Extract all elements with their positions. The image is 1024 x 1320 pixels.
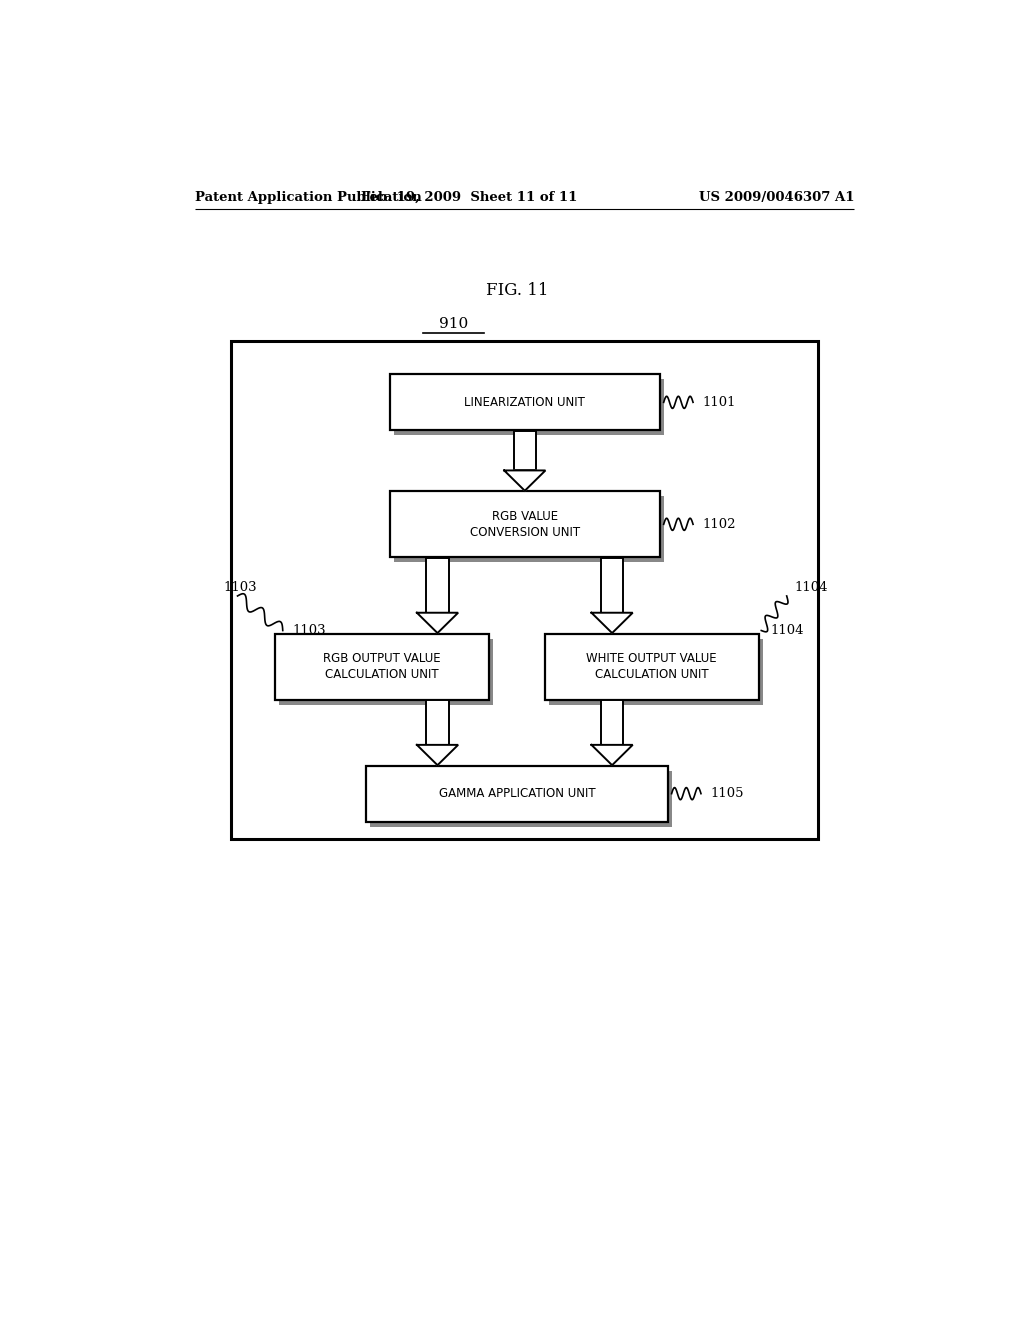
Polygon shape xyxy=(417,744,458,766)
Text: 1104: 1104 xyxy=(771,624,804,638)
Bar xyxy=(601,700,624,744)
Text: 1105: 1105 xyxy=(711,787,744,800)
Bar xyxy=(514,430,536,470)
Text: US 2009/0046307 A1: US 2009/0046307 A1 xyxy=(698,190,854,203)
Bar xyxy=(394,379,664,436)
Text: 1103: 1103 xyxy=(292,624,326,638)
Bar xyxy=(426,558,449,612)
Polygon shape xyxy=(592,744,633,766)
Bar xyxy=(370,771,672,826)
Text: GAMMA APPLICATION UNIT: GAMMA APPLICATION UNIT xyxy=(438,787,595,800)
Text: Patent Application Publication: Patent Application Publication xyxy=(196,190,422,203)
Polygon shape xyxy=(592,612,633,634)
Text: FIG. 11: FIG. 11 xyxy=(485,282,548,300)
Bar xyxy=(394,496,664,562)
Bar xyxy=(390,491,659,557)
Text: 1102: 1102 xyxy=(702,517,736,531)
Bar xyxy=(390,375,659,430)
Bar xyxy=(426,700,449,744)
Text: 1104: 1104 xyxy=(795,581,828,594)
Bar xyxy=(279,639,494,705)
Bar xyxy=(367,766,668,821)
Bar xyxy=(545,634,759,700)
Text: LINEARIZATION UNIT: LINEARIZATION UNIT xyxy=(464,396,586,409)
Text: Feb. 19, 2009  Sheet 11 of 11: Feb. 19, 2009 Sheet 11 of 11 xyxy=(361,190,578,203)
Text: WHITE OUTPUT VALUE
CALCULATION UNIT: WHITE OUTPUT VALUE CALCULATION UNIT xyxy=(587,652,717,681)
Bar xyxy=(549,639,763,705)
Polygon shape xyxy=(504,470,546,491)
Bar xyxy=(274,634,489,700)
Text: RGB OUTPUT VALUE
CALCULATION UNIT: RGB OUTPUT VALUE CALCULATION UNIT xyxy=(324,652,440,681)
Text: 1101: 1101 xyxy=(702,396,736,409)
Polygon shape xyxy=(417,612,458,634)
Text: 910: 910 xyxy=(438,317,468,331)
Bar xyxy=(601,558,624,612)
Bar xyxy=(231,342,818,840)
Text: RGB VALUE
CONVERSION UNIT: RGB VALUE CONVERSION UNIT xyxy=(470,510,580,539)
Text: 1103: 1103 xyxy=(223,581,257,594)
